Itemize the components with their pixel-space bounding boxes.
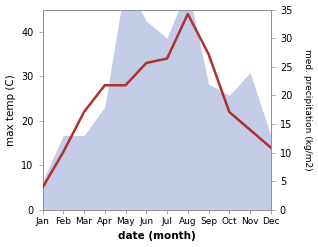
Y-axis label: med. precipitation (kg/m2): med. precipitation (kg/m2): [303, 49, 313, 171]
X-axis label: date (month): date (month): [118, 231, 196, 242]
Y-axis label: max temp (C): max temp (C): [5, 74, 16, 146]
